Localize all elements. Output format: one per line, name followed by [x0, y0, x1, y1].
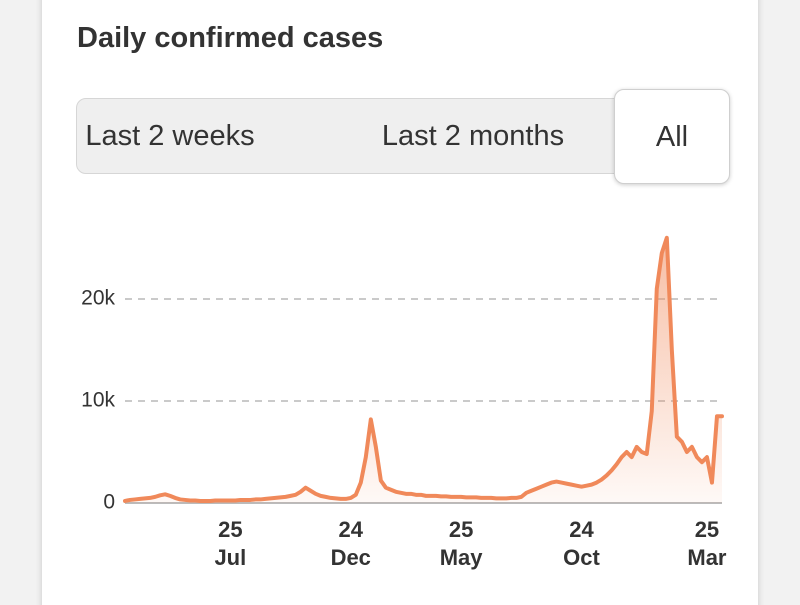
tab[interactable]: Last 2 weeks [85, 120, 255, 152]
tab[interactable]: Last 2 months [381, 120, 565, 152]
area [125, 237, 722, 504]
x-tick-label: 24 Oct [563, 517, 600, 570]
y-tick-label: 10k [81, 389, 115, 412]
card-title: Daily confirmed cases [77, 22, 384, 54]
x-tick-label: 25 May [439, 517, 483, 570]
x-tick-label: 25 Mar [687, 517, 727, 570]
x-tick-label: 25 Jul [214, 517, 247, 570]
x-tick-label: 24 Dec [330, 517, 371, 570]
y-tick-label: 0 [103, 491, 115, 514]
tab[interactable]: All [614, 89, 730, 184]
line [123, 235, 724, 503]
y-tick-label: 20k [81, 287, 115, 310]
